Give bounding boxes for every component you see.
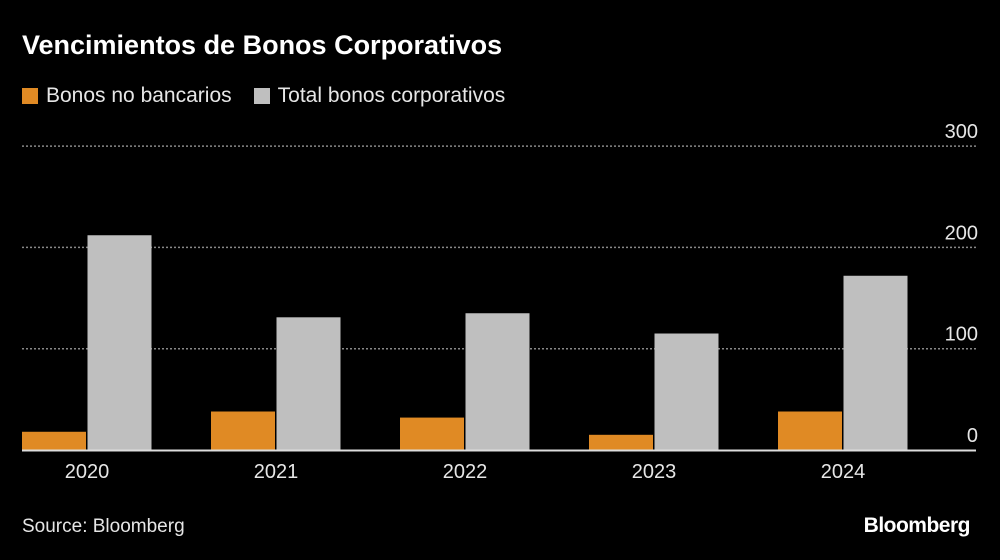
legend-label: Bonos no bancarios [46, 84, 232, 107]
y-tick-label: 300 [945, 121, 978, 143]
source-note: Source: Bloomberg [22, 516, 185, 537]
bar-non-bank-2021 [211, 411, 275, 450]
bar-non-bank-2024 [778, 411, 842, 450]
x-tick-label: 2020 [65, 461, 110, 483]
bar-non-bank-2022 [400, 417, 464, 450]
bar-total-2020 [87, 235, 152, 450]
legend-item-total: Total bonos corporativos [253, 84, 506, 108]
bar-total-2021 [276, 317, 341, 450]
bloomberg-logo: Bloomberg [863, 514, 971, 537]
x-tick-label: 2024 [821, 461, 866, 483]
x-tick-label: 2023 [632, 461, 677, 483]
y-tick-label: 200 [945, 222, 978, 244]
bar-non-bank-2023 [589, 434, 653, 450]
y-tick-label: 100 [945, 324, 978, 346]
bar-total-2024 [843, 275, 908, 450]
legend-label: Total bonos corporativos [277, 84, 506, 107]
chart-title: Vencimientos de Bonos Corporativos [22, 30, 503, 60]
legend: Bonos no bancarios Total bonos corporati… [22, 84, 505, 108]
x-tick-label: 2022 [443, 461, 488, 483]
legend-item-non-bank: Bonos no bancarios [22, 84, 232, 108]
y-tick-label: 0 [967, 425, 978, 447]
x-tick-label: 2021 [254, 461, 299, 483]
bar-total-2022 [465, 313, 530, 450]
legend-swatch-orange [22, 88, 38, 104]
legend-swatch-gray [253, 88, 270, 104]
bar-non-bank-2020 [22, 431, 86, 450]
bar-total-2023 [654, 333, 719, 450]
